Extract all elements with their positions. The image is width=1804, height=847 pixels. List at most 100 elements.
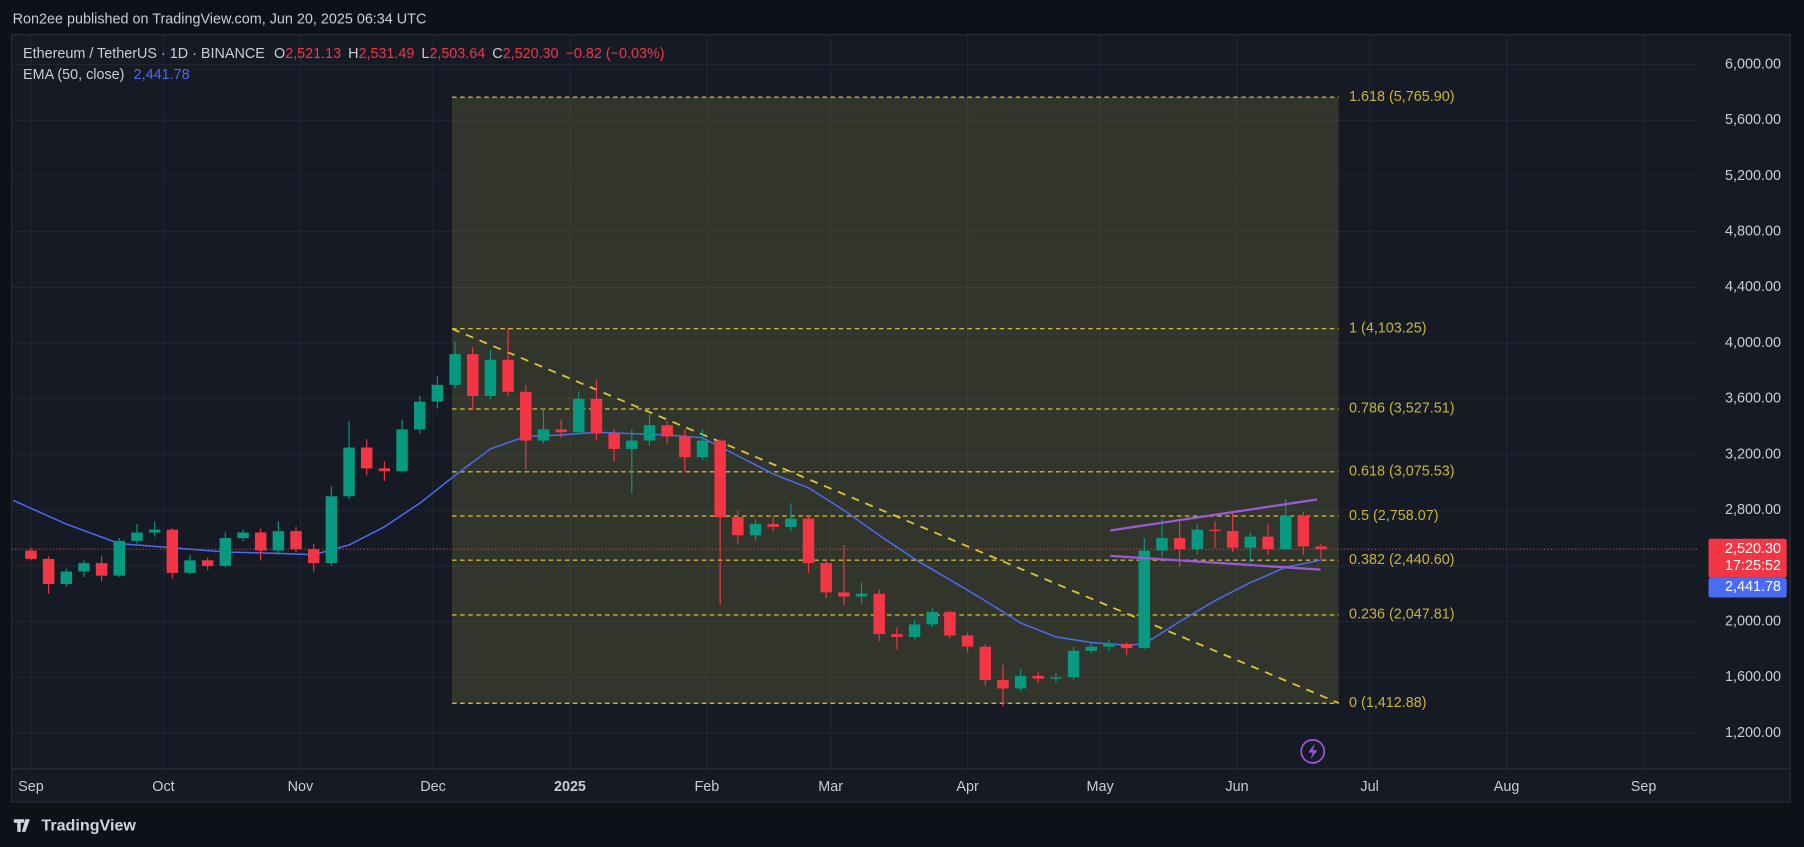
x-tick-label: Jun — [1225, 779, 1248, 795]
plot — [11, 96, 1698, 707]
y-tick-label: 2,800.00 — [1725, 502, 1781, 518]
fib-label: 0 (1,412.88) — [1349, 695, 1427, 711]
alert-icon[interactable] — [1300, 739, 1326, 764]
fib-label: 0.618 (3,075.53) — [1349, 464, 1455, 480]
candle-body — [1156, 538, 1168, 551]
candle-body — [1120, 643, 1133, 649]
candle-body — [944, 611, 956, 636]
y-tick-label: 4,000.00 — [1725, 335, 1781, 351]
candle-body — [820, 563, 832, 593]
candle-body — [1262, 536, 1274, 550]
candle-body — [732, 517, 744, 536]
brand: TradingView — [41, 816, 136, 834]
y-tick-label: 3,200.00 — [1725, 446, 1781, 462]
candle-body — [520, 391, 532, 441]
candle-body — [979, 646, 991, 681]
channel-line — [1110, 554, 1321, 571]
candle-body — [254, 532, 267, 551]
ema-legend: EMA (50, close) 2,441.78 — [23, 67, 190, 83]
fib-label: 0.5 (2,758.07) — [1349, 508, 1439, 524]
candle-body — [201, 560, 214, 566]
y-tick-label: 2,000.00 — [1725, 613, 1781, 629]
candle-body — [838, 592, 850, 597]
y-tick-label: 1,600.00 — [1725, 669, 1781, 685]
x-tick-label: Sep — [18, 779, 44, 795]
h-value: 2,531.49 — [358, 46, 414, 62]
price-tag-label: 2,520.30 — [1725, 541, 1781, 557]
candle-body — [502, 359, 514, 392]
candle-body — [1226, 531, 1239, 548]
fib-label: 0.786 (3,527.51) — [1349, 401, 1455, 417]
candle-body — [449, 354, 461, 385]
candle-body — [1014, 675, 1027, 689]
y-tick-label: 4,400.00 — [1725, 279, 1781, 295]
grid — [11, 34, 1791, 770]
candle-body — [1279, 515, 1292, 550]
x-tick-label: Apr — [956, 779, 979, 795]
x-tick-label: Dec — [420, 779, 446, 795]
candle-body — [113, 540, 126, 576]
o-label: O — [274, 46, 285, 62]
candle-body — [767, 524, 779, 527]
candle-body — [219, 538, 232, 566]
candle-body — [997, 680, 1009, 689]
candle-body — [60, 571, 73, 584]
h-label: H — [348, 46, 358, 62]
candle-body — [290, 531, 302, 550]
candle-body — [431, 384, 444, 402]
fib-box — [451, 97, 1339, 704]
candle-body — [1085, 646, 1098, 651]
ema-name: EMA (50, close) — [23, 67, 124, 83]
x-tick-label: Jul — [1360, 779, 1378, 795]
candle-body — [413, 401, 426, 430]
y-tick-label: 3,600.00 — [1725, 391, 1781, 407]
channel-line — [1110, 498, 1318, 532]
x-tick-label: Oct — [152, 779, 174, 795]
candle-body — [537, 429, 550, 441]
candle-body — [908, 624, 921, 637]
candle-body — [396, 429, 408, 472]
candle-body — [714, 440, 726, 518]
candle-body — [325, 496, 338, 564]
candle-body — [184, 560, 196, 573]
candle-body — [802, 518, 815, 564]
logo — [13, 819, 30, 832]
chart-pane — [10, 34, 1791, 803]
candle-body — [661, 425, 673, 437]
candle-body — [1209, 529, 1221, 532]
ema-value: 2,441.78 — [134, 67, 190, 83]
x-tick-label: Nov — [288, 779, 314, 795]
trendline — [451, 327, 1340, 704]
fib-label: 0.236 (2,047.81) — [1349, 607, 1455, 623]
candle-body — [131, 532, 143, 541]
fib-label: 1.618 (5,765.90) — [1349, 89, 1455, 105]
symbol: Ethereum / TetherUS · 1D · BINANCE — [23, 46, 265, 62]
x-tick-label: Aug — [1494, 779, 1520, 795]
candle-body — [573, 398, 585, 433]
l-value: 2,503.64 — [429, 46, 485, 62]
fib-label: 1 (4,103.25) — [1349, 321, 1427, 337]
x-tick-label: Feb — [695, 779, 720, 795]
candle-body — [78, 563, 90, 572]
y-tick-label: 5,600.00 — [1725, 112, 1781, 128]
ema-tag — [1708, 577, 1787, 598]
candle-body — [1050, 677, 1062, 679]
candle-body — [343, 447, 355, 497]
candle-body — [1191, 529, 1204, 550]
candle-body — [237, 532, 249, 539]
candle-body — [590, 398, 603, 434]
candle-body — [1067, 650, 1080, 678]
publisher: Ron2ee published on TradingView.com, Jun… — [13, 11, 427, 27]
legend: Ethereum / TetherUS · 1D · BINANCE O2,521… — [23, 46, 665, 62]
candle-body — [25, 550, 37, 559]
candle-body — [1315, 546, 1327, 550]
c-label: C — [492, 46, 502, 62]
alert-bolt — [1308, 743, 1318, 760]
candle-body — [961, 635, 974, 647]
candle-body — [643, 425, 656, 441]
candle-body — [360, 447, 373, 469]
change: −0.82 (−0.03%) — [565, 46, 664, 62]
x-tick-label: May — [1087, 779, 1115, 795]
candle-body — [95, 563, 108, 576]
